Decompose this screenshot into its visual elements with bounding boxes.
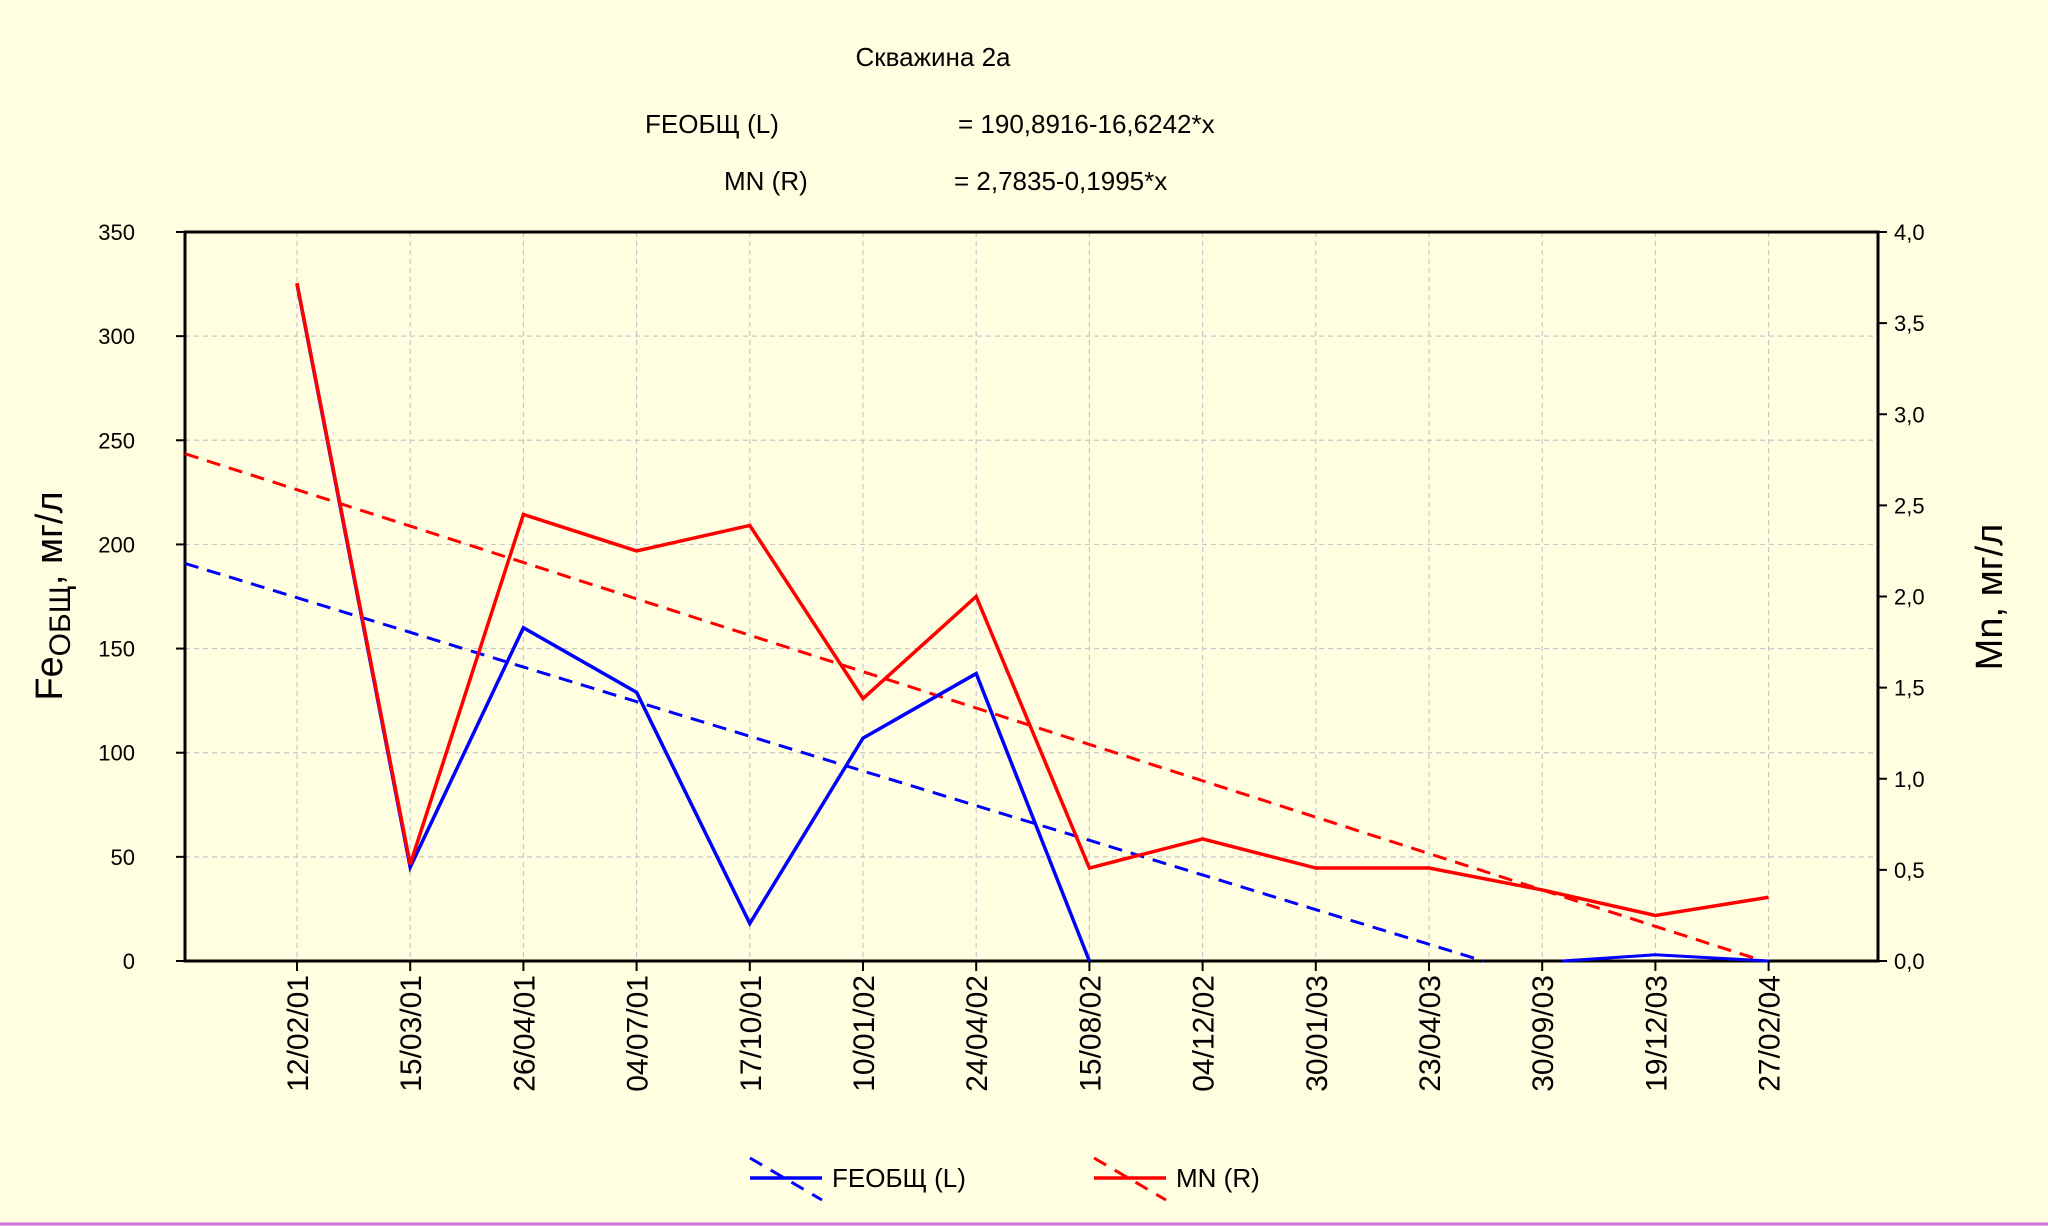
left-tick-label: 150 xyxy=(98,637,135,662)
x-tick-label: 26/04/01 xyxy=(508,975,541,1092)
x-tick-label: 10/01/02 xyxy=(848,975,881,1092)
legend-item-mn: MN (R) xyxy=(1093,1156,1260,1202)
trend-lines xyxy=(184,452,1764,963)
right-axis-ticks: 0,0 0,5 1,0 1,5 2,0 2,5 3,0 3,5 4,0 xyxy=(1878,220,1925,974)
x-tick-label: 04/07/01 xyxy=(622,975,655,1092)
legend-mn-dash xyxy=(1093,1156,1167,1202)
x-tick-label: 27/02/04 xyxy=(1754,975,1787,1092)
legend: FEОБЩ (L) MN (R) xyxy=(749,1156,1260,1202)
plot-frame xyxy=(183,230,1880,963)
left-axis-ticks: 0 50 100 150 200 250 300 350 xyxy=(98,220,185,974)
right-tick-label: 0,0 xyxy=(1894,949,1925,974)
series-line xyxy=(295,283,1092,962)
left-tick-label: 200 xyxy=(98,532,135,557)
series-tail-fe xyxy=(1562,953,1769,963)
x-tick-label: 19/12/03 xyxy=(1640,975,1673,1092)
x-tick-label: 30/09/03 xyxy=(1527,975,1560,1092)
x-tick-label: 15/03/01 xyxy=(395,975,428,1092)
legend-fe-dash xyxy=(749,1156,823,1202)
data-series xyxy=(295,282,1769,963)
left-tick-label: 0 xyxy=(123,949,135,974)
right-tick-label: 0,5 xyxy=(1894,858,1925,883)
x-tick-label: 23/04/03 xyxy=(1414,975,1447,1092)
left-tick-label: 250 xyxy=(98,428,135,453)
x-tick-label: 30/01/03 xyxy=(1301,975,1334,1092)
x-tick-label: 04/12/02 xyxy=(1188,975,1221,1092)
right-tick-label: 1,0 xyxy=(1894,767,1925,792)
gridlines xyxy=(185,232,1878,961)
x-tick-label: 24/04/02 xyxy=(961,975,994,1092)
y-axis-right-title: Mn, мг/л xyxy=(1969,524,2011,671)
equation-label-mn: MN (R) xyxy=(724,166,808,196)
y-axis-left-title: FeОБЩ, мг/л xyxy=(29,491,77,700)
trend-line xyxy=(184,561,1485,963)
legend-item-fe: FEОБЩ (L) xyxy=(749,1156,966,1202)
left-tick-label: 50 xyxy=(111,845,135,870)
series-line xyxy=(295,282,1769,918)
x-tick-label: 12/02/01 xyxy=(282,975,315,1092)
x-axis-ticks: 12/02/01 15/03/01 26/04/01 04/07/01 17/10/01… xyxy=(282,961,1787,1092)
legend-fe-label: FEОБЩ (L) xyxy=(832,1163,966,1193)
chart-title: Скважина 2а xyxy=(855,42,1011,72)
x-tick-label: 17/10/01 xyxy=(735,975,768,1092)
legend-mn-label: MN (R) xyxy=(1176,1163,1260,1193)
right-tick-label: 4,0 xyxy=(1894,220,1925,245)
equation-formula-fe: = 190,8916-16,6242*x xyxy=(958,109,1215,139)
left-tick-label: 300 xyxy=(98,324,135,349)
left-tick-label: 100 xyxy=(98,741,135,766)
x-tick-label: 15/08/02 xyxy=(1074,975,1107,1092)
right-tick-label: 3,0 xyxy=(1894,402,1925,427)
right-tick-label: 2,5 xyxy=(1894,493,1925,518)
equation-formula-mn: = 2,7835-0,1995*x xyxy=(954,166,1167,196)
left-tick-label: 350 xyxy=(98,220,135,245)
trend-line xyxy=(184,452,1764,963)
equation-label-fe: FEОБЩ (L) xyxy=(645,109,779,139)
right-tick-label: 2,0 xyxy=(1894,585,1925,610)
right-tick-label: 1,5 xyxy=(1894,676,1925,701)
right-tick-label: 3,5 xyxy=(1894,311,1925,336)
